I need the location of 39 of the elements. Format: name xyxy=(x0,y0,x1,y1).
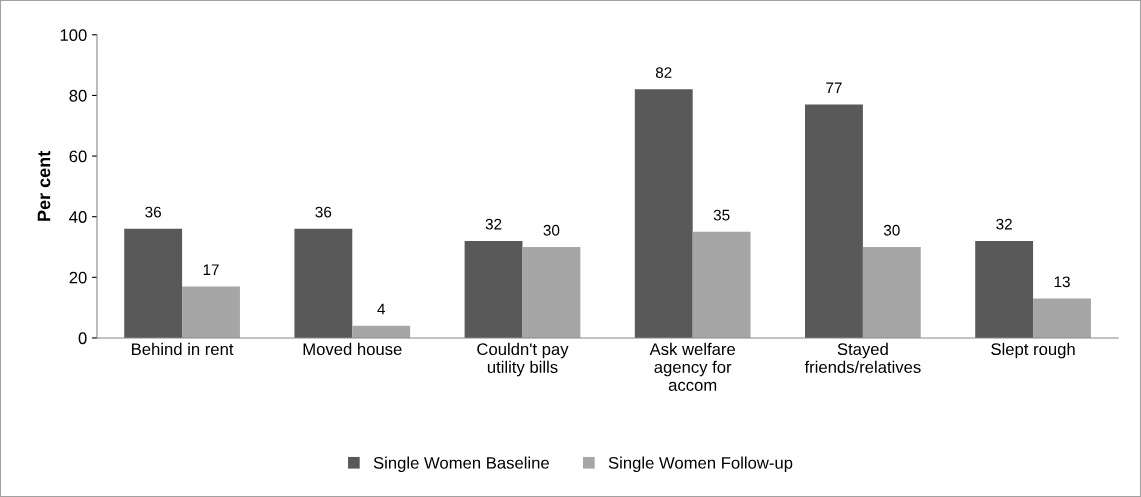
bar xyxy=(464,240,523,338)
data-label: 36 xyxy=(145,206,161,218)
data-label: 13 xyxy=(1054,276,1070,288)
y-tick-label: 0 xyxy=(78,332,87,345)
bar xyxy=(1033,298,1091,338)
data-label: 4 xyxy=(377,303,386,315)
y-axis-title: Per cent xyxy=(37,150,51,221)
y-tick-label: 80 xyxy=(69,89,87,102)
data-label: 35 xyxy=(713,209,730,221)
legend-label: Single Women Follow-up xyxy=(608,456,793,473)
data-label: 17 xyxy=(203,264,219,275)
y-tick-label: 100 xyxy=(60,29,87,41)
data-label: 32 xyxy=(485,218,502,230)
bar xyxy=(294,228,353,338)
bar xyxy=(352,325,411,338)
bar xyxy=(692,231,751,338)
x-tick-label: Moved house xyxy=(303,342,402,356)
data-label: 82 xyxy=(655,67,672,79)
bar xyxy=(805,104,863,338)
data-label: 30 xyxy=(543,224,560,236)
data-label: 30 xyxy=(883,224,900,236)
data-label: 36 xyxy=(315,206,332,218)
bar xyxy=(124,228,183,338)
legend-label: Single Women Baseline xyxy=(373,456,549,473)
x-tick-label: Ask welfare agency for accom xyxy=(649,342,736,391)
x-tick-label: Behind in rent xyxy=(132,342,234,356)
x-tick-label: Slept rough xyxy=(991,342,1075,359)
bar xyxy=(862,247,921,338)
data-label: 32 xyxy=(996,218,1012,230)
x-tick-label: Stayed friends/relatives xyxy=(804,342,921,374)
bar xyxy=(182,286,240,338)
y-tick-label: 20 xyxy=(69,271,87,284)
y-tick-label: 40 xyxy=(69,211,87,223)
bar xyxy=(634,89,693,338)
bar xyxy=(522,247,581,338)
x-tick-label: Couldn't pay utility bills xyxy=(477,342,569,377)
y-tick-label: 60 xyxy=(69,150,87,163)
bar xyxy=(975,240,1034,338)
data-label: 77 xyxy=(826,82,842,94)
